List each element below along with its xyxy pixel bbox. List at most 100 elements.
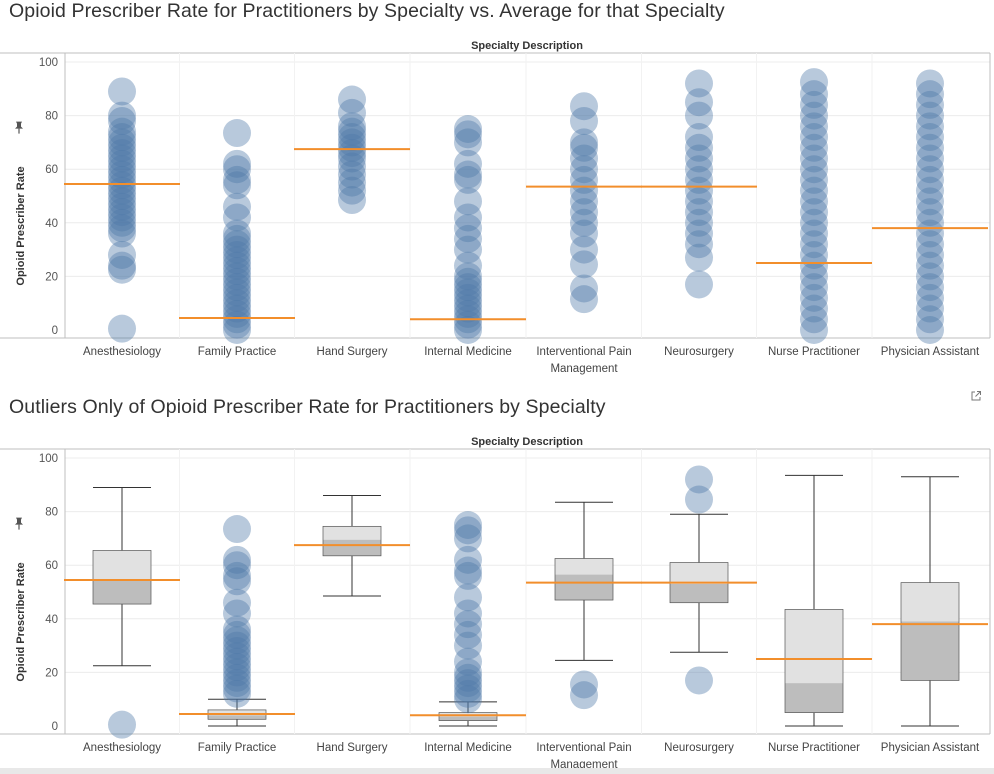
data-point [338,85,366,114]
outlier-point [223,669,251,698]
y-tick-label: 80 [45,507,58,519]
data-point [800,230,828,259]
data-point [223,299,251,328]
data-point [685,219,713,248]
data-point [108,219,136,248]
outlier-point [223,679,251,708]
box-upper [670,562,728,584]
data-point [685,155,713,184]
box-lower [901,621,959,681]
data-point [570,235,598,264]
data-point [916,90,944,119]
data-point [916,123,944,152]
data-point [800,283,828,312]
data-point [338,152,366,181]
x-tick-label: Management [550,363,618,375]
pin-head [15,121,23,129]
data-point [454,224,482,253]
data-point [800,80,828,109]
outlier-point [454,631,482,660]
data-point [916,198,944,227]
x-tick-label: Neurosurgery [664,346,734,358]
data-point [916,240,944,269]
data-point [454,289,482,318]
data-point [800,208,828,237]
data-point [223,230,251,259]
box-outline [554,558,614,601]
x-axis-header: Specialty Description [471,40,583,52]
data-point [223,165,251,194]
outlier-point [454,620,482,649]
outlier-point [454,599,482,628]
x-tick-label: Internal Medicine [424,346,512,358]
data-point [223,246,251,275]
data-point [223,278,251,307]
y-axis-label: Opioid Prescriber Rate [15,166,27,285]
data-point [108,123,136,152]
box-lower [93,579,151,605]
x-tick-label: Anesthesiology [83,346,161,358]
data-point [108,240,136,269]
data-point [223,171,251,200]
data-point [800,155,828,184]
data-point [570,285,598,314]
data-point [454,283,482,312]
box-upper [785,609,843,684]
data-point [570,198,598,227]
outlier-point [108,710,136,739]
data-point [108,171,136,200]
data-point [108,251,136,280]
outlier-point [223,599,251,628]
x-tick-label: Hand Surgery [317,346,388,358]
data-point [223,251,251,280]
data-point [338,139,366,168]
data-point [223,224,251,253]
data-point [108,165,136,194]
outlier-point [223,561,251,590]
data-point [108,255,136,284]
x-tick-label: Physician Assistant [881,742,980,754]
data-point [800,133,828,162]
x-tick-label: Nurse Practitioner [768,346,860,358]
data-point [685,69,713,98]
chart-title-bottom: Outliers Only of Opioid Prescriber Rate … [9,396,606,418]
data-point [454,214,482,243]
external-link-icon[interactable] [970,390,982,402]
outlier-point [454,610,482,639]
data-point [223,257,251,286]
data-point [108,117,136,146]
data-point [454,203,482,232]
box-lower [785,683,843,713]
chart-title-top: Opioid Prescriber Rate for Practitioners… [9,0,725,22]
data-point [223,240,251,269]
data-point [800,273,828,302]
box-lower [208,715,266,720]
data-point [800,294,828,323]
data-point [570,187,598,216]
data-point [108,214,136,243]
data-point [108,128,136,157]
data-point [800,123,828,152]
outlier-point [223,674,251,703]
x-tick-label: Interventional Pain [536,346,631,358]
data-point [916,294,944,323]
data-point [570,128,598,157]
data-point [570,176,598,205]
y-tick-label: 20 [45,271,58,283]
outlier-point [223,658,251,687]
data-point [570,92,598,121]
box-upper [323,526,381,540]
data-point [108,139,136,168]
data-point [916,219,944,248]
x-tick-label: Nurse Practitioner [768,742,860,754]
data-point [800,316,828,344]
data-point [223,316,251,344]
outlier-point [685,666,713,695]
outlier-point [223,515,251,544]
data-point [108,182,136,210]
outlier-point [223,636,251,665]
data-point [338,133,366,162]
outlier-point [570,670,598,699]
y-tick-label: 80 [45,111,58,123]
data-point [108,208,136,237]
